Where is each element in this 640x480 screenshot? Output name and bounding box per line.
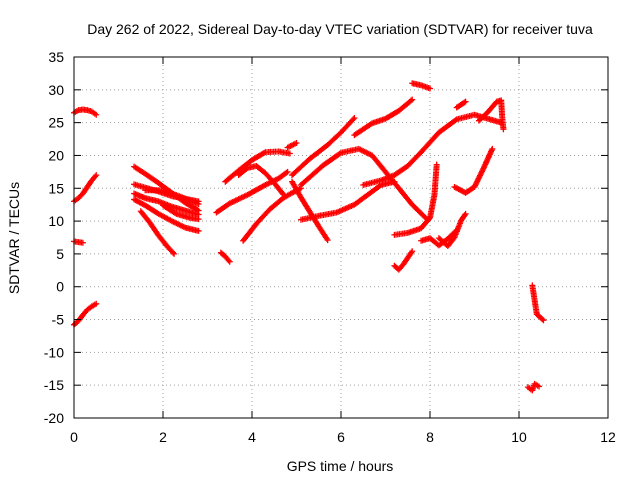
series-track-12 [217,249,233,265]
track-markers [241,186,303,243]
x-tick-label: 6 [337,429,345,445]
x-tick-labels: 0 2 4 6 8 10 12 [70,429,616,445]
series-track-11 [160,202,202,223]
series-track-17 [284,139,300,151]
series-track-28 [435,210,469,250]
series-track-32 [529,282,547,324]
track-markers [143,187,201,207]
series-track-20 [297,178,398,223]
track-markers [72,106,98,117]
series-track-1 [71,106,100,118]
y-tick-labels: -20 -15 -10 -5 0 5 10 15 20 25 30 35 [44,49,64,426]
series-track-31 [475,97,507,133]
series-track-16 [235,162,287,198]
track-markers [72,301,98,327]
x-tick-label: 12 [600,429,616,445]
y-tick-label: -5 [52,312,65,328]
track-markers [138,209,177,256]
series-track-3 [71,238,86,246]
series-track-7 [131,196,202,234]
track-markers [352,97,414,138]
y-tick-label: 20 [48,147,64,163]
series-track-2 [71,172,100,205]
axis-ticks [73,56,609,419]
track-markers [454,99,468,110]
series-track-33 [524,380,543,394]
track-markers [437,212,468,248]
track-markers [410,80,432,91]
series-track-22 [351,96,416,139]
series-track-9 [137,208,178,257]
y-tick-label: 10 [48,213,64,229]
series-track-13 [213,168,291,216]
track-markers [218,250,232,264]
y-tick-label: 30 [48,82,64,98]
y-tick-label: 15 [48,180,64,196]
track-markers [393,163,440,238]
track-markers [223,148,292,184]
data-points [71,80,547,394]
series-track-15 [240,185,304,244]
track-markers [290,116,357,178]
data-point [540,317,547,324]
track-markers [236,163,286,196]
track-markers [289,180,330,242]
y-tick-label: -10 [44,344,64,360]
series-track-30 [451,145,496,196]
series-track-4 [71,300,100,328]
series-track-26 [391,161,440,238]
x-tick-label: 0 [70,429,78,445]
series-track-14 [222,148,293,185]
y-tick-label: 5 [56,246,64,262]
track-markers [529,284,546,323]
track-markers [526,381,541,393]
track-markers [392,249,415,272]
track-markers [72,238,85,246]
series-track-10 [142,187,202,208]
track-markers [299,179,396,223]
y-tick-label: 35 [48,49,64,65]
series-track-25 [391,248,416,273]
track-markers [161,203,201,222]
track-markers [72,173,99,204]
series-track-24 [409,80,433,92]
chart-title: Day 262 of 2022, Sidereal Day-to-day VTE… [87,21,593,37]
track-markers [286,140,299,150]
y-axis-label: SDTVAR / TECUs [6,182,22,294]
series-track-18 [289,115,358,179]
track-markers [132,197,201,234]
track-markers [452,147,495,196]
y-tick-label: -15 [44,377,64,393]
y-tick-label: -20 [44,410,64,426]
series-track-19 [289,178,331,244]
track-markers [477,97,507,131]
grid-lines [74,57,608,418]
x-axis-label: GPS time / hours [287,458,394,474]
y-tick-label: 25 [48,115,64,131]
y-tick-label: 0 [56,279,64,295]
series-track-29 [453,98,469,111]
x-tick-label: 10 [511,429,527,445]
series-track-23 [360,111,505,188]
x-tick-label: 8 [426,429,434,445]
x-tick-label: 2 [159,429,167,445]
x-tick-label: 4 [248,429,256,445]
